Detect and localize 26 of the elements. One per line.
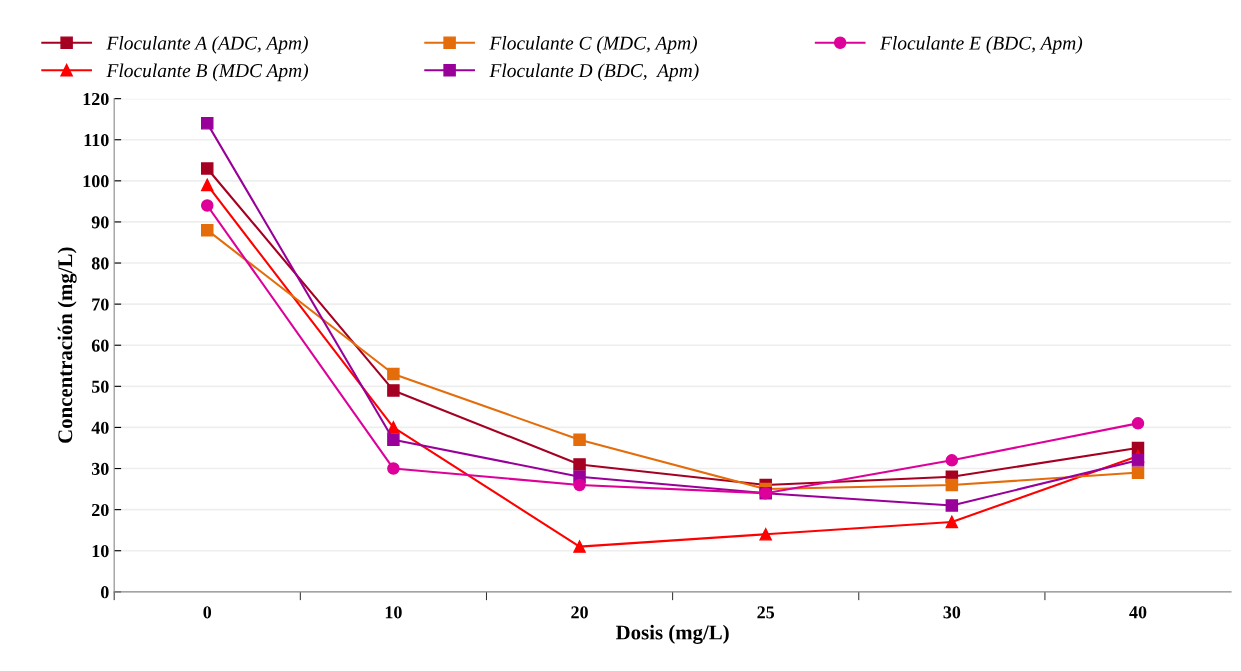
y-tick-label: 50 [91,380,109,393]
y-tick-label: 60 [91,339,109,352]
y-tick-label: 70 [92,298,109,311]
x-tick-label: 30 [943,606,961,619]
x-tick-label: 0 [203,606,212,619]
y-axis-title: Concentración (mg/L) [57,247,77,443]
y-tick-label: 10 [92,544,109,558]
x-tick-label: 40 [1129,606,1147,619]
y-tick-label: 0 [100,586,109,599]
legend-label: Floculante A (ADC, Apm) [106,36,308,54]
y-tick-label: 110 [84,133,109,147]
legend-label: Floculante B (MDC Apm) [106,63,309,82]
legend-label: Floculante C (MDC, Apm) [489,36,697,54]
y-tick-label: 120 [83,92,109,106]
x-tick-label: 20 [571,606,588,619]
x-tick-label: 10 [385,606,402,619]
x-tick-label: 25 [757,606,775,619]
y-tick-label: 30 [91,462,109,475]
y-tick-label: 90 [91,216,109,229]
y-tick-label: 20 [92,503,109,517]
legend-label: Floculante E (BDC, Apm) [879,36,1083,54]
y-tick-label: 40 [91,421,109,434]
y-tick-label: 100 [83,175,109,188]
y-tick-label: 80 [91,257,109,270]
x-axis-title: Dosis (mg/L) [615,624,729,644]
legend-label: Floculante D (BDC, Apm) [489,63,699,82]
